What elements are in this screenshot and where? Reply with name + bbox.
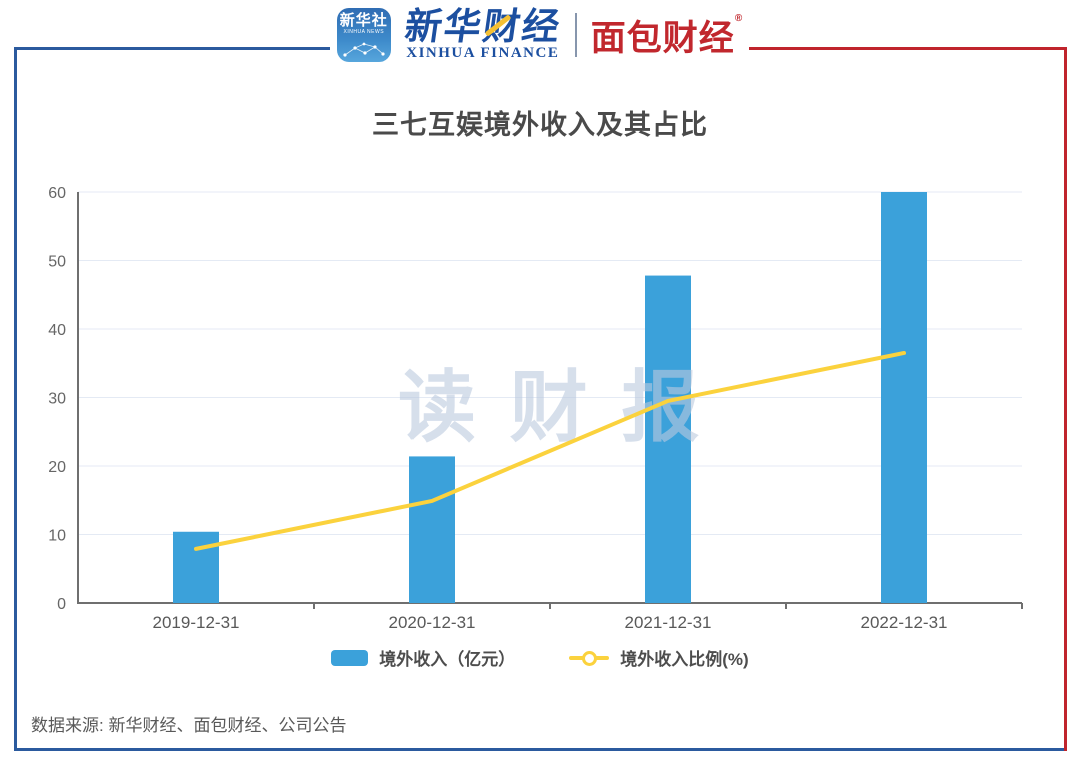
frame-border-top-right [749, 47, 1067, 50]
bar-swatch-icon [331, 649, 369, 666]
data-source: 数据来源: 新华财经、面包财经、公司公告 [31, 716, 347, 735]
xinhua-news-sublabel: XINHUA NEWS [343, 29, 385, 35]
header-logos: 新华社 XINHUA NEWS 新华财经 XINHUA FINANCE 面包财经… [0, 6, 1080, 62]
line-marker-icon [569, 650, 610, 666]
line-marker-ring [582, 650, 598, 666]
x-tick-label: 2019-12-31 [153, 613, 240, 632]
bar-2019-12-31 [173, 531, 219, 603]
legend-item-bar: 境外收入（亿元） [331, 645, 515, 670]
legend-bar-label: 境外收入（亿元） [379, 650, 516, 669]
y-tick-label-10: 10 [48, 528, 66, 545]
chart-title: 三七互娱境外收入及其占比 [372, 110, 708, 140]
mianbao-finance-cn: 面包财经 [590, 18, 735, 58]
frame-border-top-left [14, 47, 330, 50]
logo-separator [574, 13, 577, 57]
legend-item-line: 境外收入比例(%) [569, 645, 749, 670]
legend-line-label: 境外收入比例(%) [620, 650, 749, 669]
mianbao-finance-logo: 面包财经® [591, 10, 743, 61]
bar-2020-12-31 [409, 456, 455, 603]
frame-border-bottom [14, 748, 1067, 751]
bar-2021-12-31 [645, 275, 691, 603]
xinhua-news-app-icon: 新华社 XINHUA NEWS [336, 8, 391, 62]
y-tick-label-50: 50 [48, 254, 66, 271]
chart-legend: 境外收入（亿元） 境外收入比例(%) [0, 645, 1080, 670]
xinhua-news-label: 新华社 [339, 12, 388, 29]
ratio-line [194, 350, 906, 551]
y-tick-label-60: 60 [48, 185, 66, 202]
x-tick-label: 2021-12-31 [625, 613, 712, 632]
frame-border-right [1064, 47, 1067, 751]
bar-2022-12-31 [881, 192, 927, 603]
y-tick-label-0: 0 [57, 596, 66, 613]
watermark-text: 读 财 报 [398, 363, 705, 451]
xinhua-finance-en: XINHUA FINANCE [406, 45, 560, 61]
registered-mark: ® [734, 12, 744, 24]
x-tick-label: 2022-12-31 [861, 613, 948, 632]
x-tick-label: 2020-12-31 [389, 613, 476, 632]
frame-border-left [14, 47, 17, 751]
y-tick-label-30: 30 [48, 391, 66, 408]
y-tick-label-40: 40 [48, 322, 66, 339]
y-tick-label-20: 20 [48, 459, 66, 476]
constellation-icon [343, 42, 385, 57]
xinhua-finance-logo: 新华财经 XINHUA FINANCE [402, 6, 564, 61]
